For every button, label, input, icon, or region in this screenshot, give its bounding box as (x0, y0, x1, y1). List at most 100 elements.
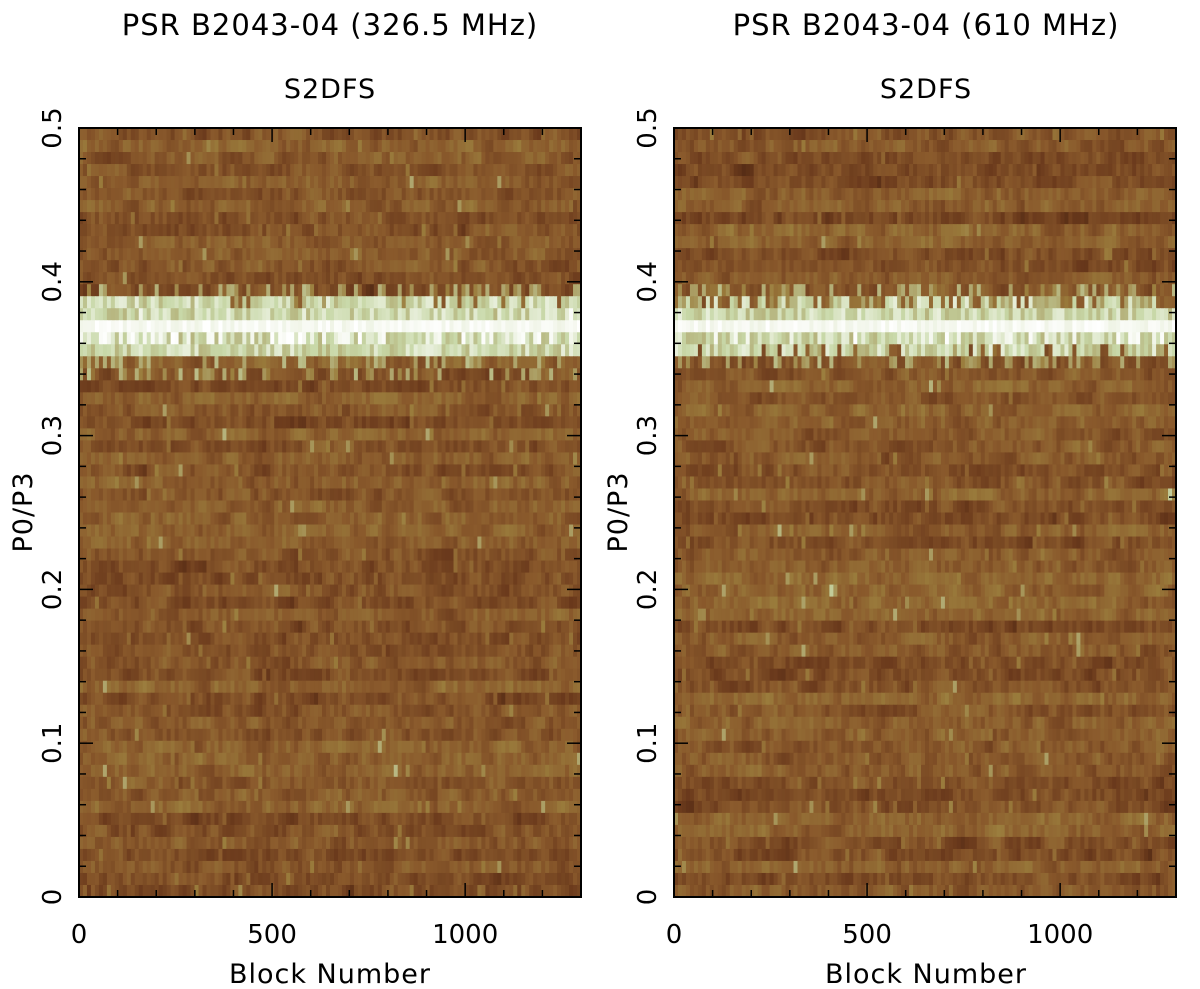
heatmap-cell (262, 488, 267, 502)
heatmap-cell (178, 320, 184, 333)
heatmap-cell (449, 260, 455, 273)
heatmap-cell (401, 380, 407, 393)
heatmap-cell (349, 188, 355, 201)
heatmap-cell (274, 236, 279, 249)
heatmap-cell (234, 260, 239, 273)
heatmap-cell (278, 248, 283, 261)
heatmap-cell (106, 200, 112, 213)
heatmap-cell (286, 464, 291, 478)
heatmap-cell (286, 236, 291, 249)
heatmap-cell (493, 140, 498, 153)
heatmap-cell (166, 464, 172, 478)
heatmap-cell (162, 272, 168, 285)
heatmap-cell (413, 404, 419, 417)
heatmap-cell (489, 308, 494, 321)
heatmap-cell (146, 500, 152, 514)
heatmap-cell (569, 260, 574, 273)
heatmap-cell (202, 404, 208, 417)
heatmap-cell (190, 536, 196, 550)
heatmap-cell (322, 152, 327, 165)
heatmap-cell (322, 248, 327, 261)
heatmap-cell (222, 164, 228, 177)
heatmap-cell (561, 236, 566, 249)
heatmap-cell (266, 548, 271, 562)
heatmap-cell (150, 524, 156, 538)
heatmap-cell (561, 416, 566, 429)
heatmap-cell (353, 260, 359, 273)
heatmap-cell (509, 500, 514, 514)
heatmap-cell (577, 260, 582, 273)
heatmap-cell (549, 488, 554, 502)
heatmap-cell (294, 452, 299, 466)
heatmap-cell (258, 416, 263, 429)
heatmap-cell (114, 236, 120, 249)
heatmap-cell (134, 308, 140, 321)
heatmap-cell (286, 524, 291, 538)
heatmap-cell (158, 500, 164, 514)
heatmap-cell (182, 248, 188, 261)
heatmap-cell (521, 476, 526, 490)
heatmap-cell (238, 212, 243, 225)
heatmap-cell (405, 452, 411, 466)
heatmap-cell (445, 152, 451, 165)
heatmap-cell (417, 380, 423, 393)
heatmap-cell (529, 488, 534, 502)
heatmap-cell (82, 260, 88, 273)
heatmap-cell (529, 524, 534, 538)
heatmap-cell (409, 248, 415, 261)
heatmap-cell (218, 536, 224, 550)
heatmap-cell (134, 284, 140, 297)
heatmap-cell (230, 428, 235, 442)
heatmap-cell (82, 200, 88, 213)
heatmap-cell (302, 344, 307, 357)
heatmap-cell (178, 212, 184, 225)
heatmap-cell (461, 248, 467, 261)
heatmap-cell (565, 128, 570, 141)
heatmap-cell (541, 332, 546, 345)
heatmap-cell (98, 212, 104, 225)
heatmap-cell (393, 296, 399, 309)
heatmap-cell (525, 212, 530, 225)
heatmap-cell (381, 332, 387, 345)
heatmap-cell (214, 404, 220, 417)
heatmap-cell (429, 188, 435, 201)
heatmap-cell (174, 548, 180, 562)
heatmap-cell (210, 476, 216, 490)
heatmap-cell (561, 140, 566, 153)
heatmap-cell (246, 560, 251, 574)
heatmap-cell (298, 140, 303, 153)
heatmap-cell (150, 284, 156, 297)
heatmap-cell (318, 452, 323, 466)
heatmap-cell (425, 392, 431, 405)
heatmap-cell (130, 140, 136, 153)
heatmap-cell (529, 236, 534, 249)
heatmap-cell (278, 260, 283, 273)
heatmap-cell (90, 344, 96, 357)
heatmap-cell (357, 500, 363, 514)
heatmap-cell (409, 320, 415, 333)
heatmap-cell (445, 500, 451, 514)
heatmap-cell (118, 212, 124, 225)
heatmap-cell (369, 452, 375, 466)
heatmap-cell (242, 152, 247, 165)
heatmap-cell (246, 212, 251, 225)
heatmap-cell (270, 596, 275, 610)
heatmap-cell (90, 392, 96, 405)
heatmap-cell (457, 404, 463, 417)
heatmap-cell (294, 164, 299, 177)
heatmap-cell (529, 308, 534, 321)
heatmap-cell (178, 164, 184, 177)
heatmap-cell (489, 344, 494, 357)
heatmap-cell (333, 476, 339, 490)
heatmap-cell (118, 140, 124, 153)
heatmap-cell (441, 236, 447, 249)
heatmap-cell (158, 260, 164, 273)
heatmap-cell (322, 164, 327, 177)
heatmap-cell (549, 272, 554, 285)
heatmap-cell (82, 548, 88, 562)
heatmap-cell (166, 176, 172, 189)
heatmap-cell (525, 164, 530, 177)
heatmap-cell (106, 428, 112, 442)
heatmap-cell (102, 248, 108, 261)
heatmap-cell (485, 548, 490, 562)
